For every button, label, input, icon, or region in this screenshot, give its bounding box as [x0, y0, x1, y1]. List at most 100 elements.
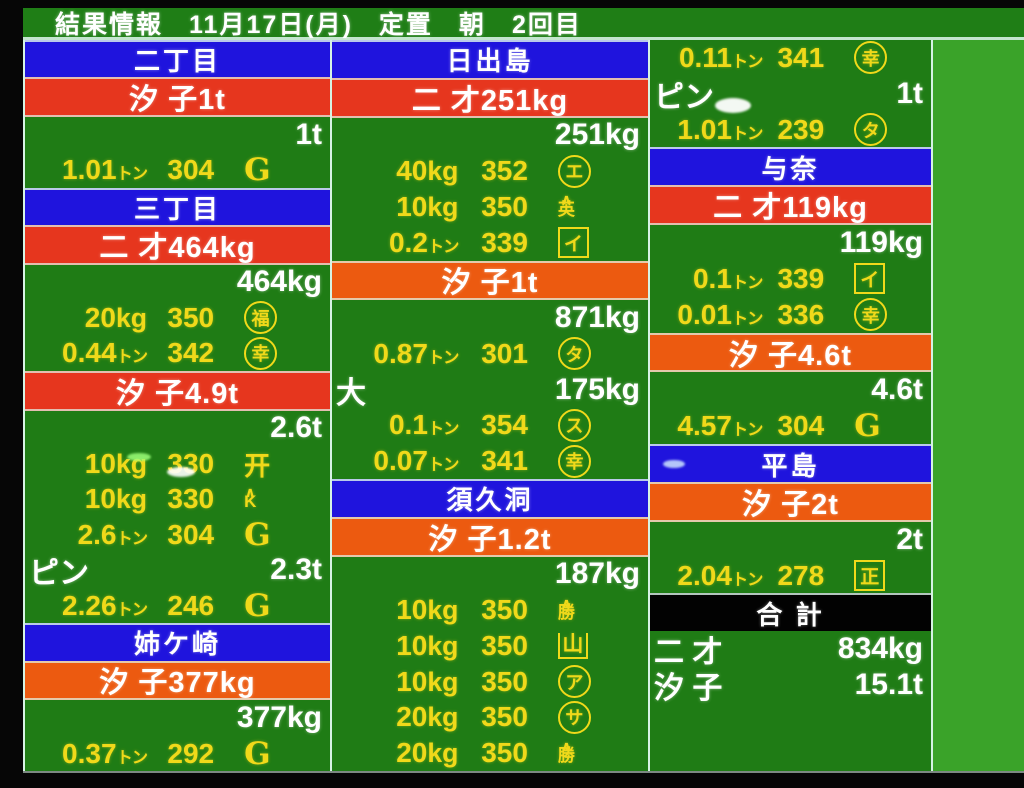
buyer-mark: 英 [558, 196, 575, 218]
quantity: 40kg [396, 155, 459, 187]
unit-label: kg [115, 449, 147, 480]
sale-row: 0.1トン 339 イ [650, 261, 931, 297]
price-value: 246 [167, 589, 215, 621]
size-label: 大 [336, 376, 366, 410]
sale-row: 1.01トン 239 タ [650, 112, 931, 148]
species-band: 二 才464kg [25, 225, 330, 265]
buyer-mark: 幸 [244, 336, 278, 370]
section-header: 姉ケ崎 [25, 623, 330, 661]
weight-row: 2t [650, 522, 931, 558]
unit-label: トン [731, 52, 764, 71]
quantity: 20kg [396, 701, 459, 733]
quantity: 10kg [84, 483, 147, 515]
sale-row: 20kg 350 サ [332, 700, 648, 736]
quantity: 2.6トン [77, 518, 148, 550]
unit-label: kg [427, 630, 459, 661]
buyer-mark: G [244, 587, 271, 624]
buyer-mark: 幸 [854, 41, 888, 75]
quantity: 10kg [396, 594, 459, 626]
unit-label: kg [427, 595, 459, 626]
sale-row: 0.37トン 292 G [25, 736, 330, 772]
species-band: 汐 子1t [25, 77, 330, 117]
size-weight-row: ピン 1t [650, 76, 931, 114]
sale-row: 1.01トン 304 G [25, 152, 330, 189]
weight-value: 871kg [554, 301, 640, 335]
buyer-mark: 开 [244, 450, 271, 481]
unit-label: トン [731, 273, 764, 292]
sale-row: 2.6トン 304 G [25, 516, 330, 553]
column-3: 0.11トン 341 幸 ピン 1t 1.01トン 239 タ 与奈 二 才11… [648, 40, 933, 771]
price-value: 330 [167, 483, 215, 515]
buyer-mark: 勝 [558, 743, 575, 764]
buyer-mark: G [244, 516, 271, 553]
price-value: 350 [481, 594, 528, 626]
unit-label: トン [116, 748, 149, 767]
quantity: 0.87トン [373, 337, 459, 369]
weight-value: 1t [295, 117, 322, 151]
species-band: 二 才251kg [332, 77, 648, 118]
bottom-margin [0, 773, 1024, 788]
buyer-mark: K [244, 489, 256, 510]
price-value: 339 [777, 262, 825, 294]
quantity: 20kg [84, 301, 147, 333]
size-weight-row: ピン 2.3t [25, 552, 330, 590]
total-species-label: 二 才 [654, 636, 723, 670]
weight-row: 119kg [650, 225, 931, 261]
sale-row: 10kg 350 ア [332, 664, 648, 700]
total-weight-value: 834kg [837, 632, 923, 666]
weight-value: 251kg [554, 118, 640, 152]
species-band: 汐 子1.2t [332, 516, 648, 557]
section-header: 二丁目 [25, 40, 330, 78]
species-band: 汐 子377kg [25, 660, 330, 701]
price-value: 301 [481, 337, 528, 369]
fishing-type-label: 定置 [378, 10, 433, 39]
buyer-mark: 勝 [558, 600, 575, 621]
price-value: 239 [777, 113, 825, 145]
buyer-mark: 幸 [854, 298, 888, 332]
sale-row: 0.44トン 342 幸 [25, 336, 330, 371]
sale-row: 20kg 350 勝 [332, 735, 648, 771]
quantity: 20kg [396, 737, 459, 769]
quantity: 0.37トン [62, 737, 149, 769]
quantity: 2.04トン [677, 559, 764, 591]
unit-label: トン [731, 570, 764, 589]
price-value: 350 [481, 629, 528, 661]
sale-row: 10kg 330 K [25, 481, 330, 516]
quantity: 1.01トン [62, 154, 148, 186]
section-header: 三丁目 [25, 187, 330, 226]
buyer-mark: G [854, 408, 881, 445]
price-value: 304 [777, 410, 825, 442]
unit-label: トン [116, 600, 149, 619]
unit-label: トン [427, 456, 460, 475]
weight-row: 4.6t [650, 372, 931, 408]
price-value: 350 [481, 737, 528, 769]
buyer-mark: 幸 [557, 444, 591, 478]
sale-row: 0.11トン 341 幸 [650, 40, 931, 76]
quantity: 0.1トン [692, 262, 764, 294]
weight-value: 175kg [554, 372, 640, 406]
section-header: 平島 [650, 444, 931, 482]
sale-row: 0.07トン 341 幸 [332, 443, 648, 479]
quantity: 0.44トン [62, 337, 148, 369]
buyer-mark: G [244, 152, 271, 189]
right-empty-strip [933, 40, 1024, 771]
buyer-mark: エ [557, 154, 591, 188]
price-value: 341 [481, 445, 528, 477]
price-value: 339 [481, 226, 528, 258]
unit-label: kg [427, 666, 459, 697]
price-value: 352 [481, 155, 528, 187]
weight-row: 871kg [332, 300, 648, 336]
quantity: 10kg [396, 629, 459, 661]
weight-row: 1t [25, 117, 330, 152]
price-value: 292 [167, 737, 215, 769]
price-value: 278 [777, 559, 825, 591]
column-2: 日出島 二 才251kg 251kg 40kg 352 エ 10kg 350 英… [330, 40, 648, 771]
weight-row: 377kg [25, 700, 330, 735]
sale-row: 10kg 350 山 [332, 628, 648, 664]
sale-row: 10kg 350 勝 [332, 592, 648, 628]
quantity: 10kg [84, 448, 147, 480]
species-band: 汐 子4.9t [25, 371, 330, 411]
price-value: 354 [481, 409, 528, 441]
buyer-mark: タ [557, 337, 591, 371]
weight-value: 377kg [236, 700, 322, 734]
